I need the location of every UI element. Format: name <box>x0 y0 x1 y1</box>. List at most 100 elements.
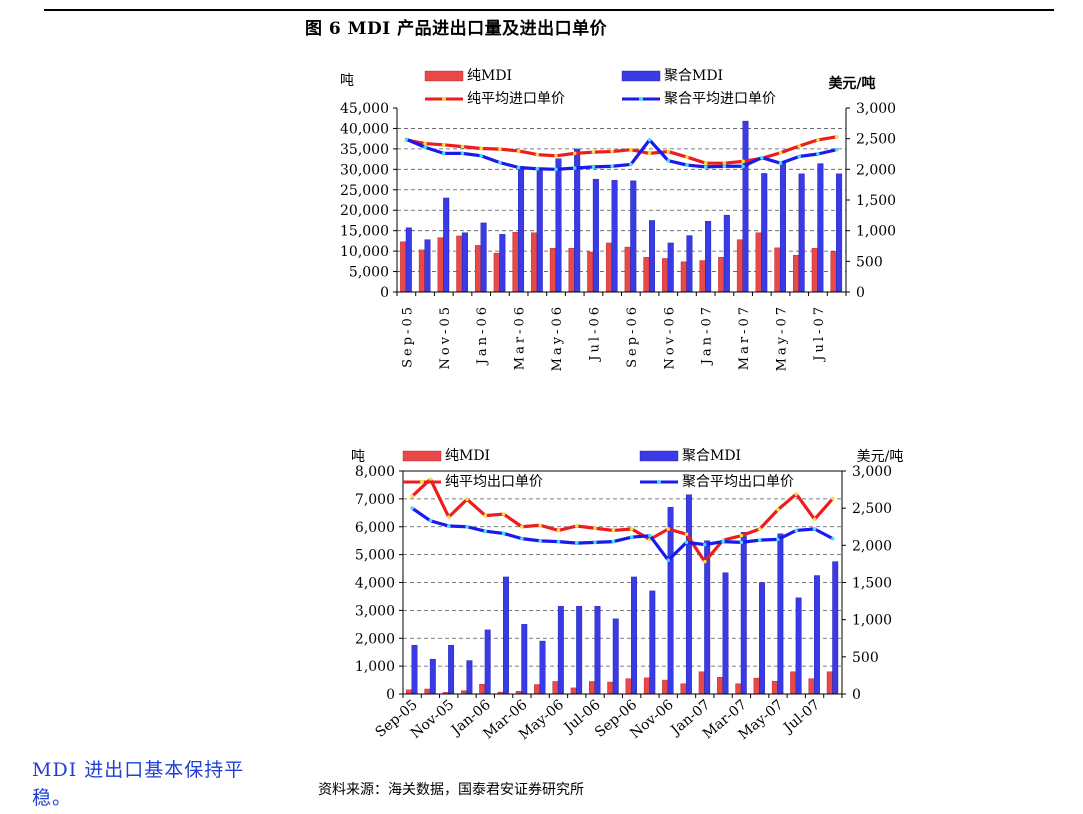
line-marker <box>498 160 502 165</box>
y2-tick-label: 3,000 <box>852 464 892 480</box>
line-marker <box>441 143 446 147</box>
bar-pure <box>662 679 669 695</box>
bar-polymeric <box>685 494 692 695</box>
y2-tick-label: 500 <box>852 650 879 666</box>
line-marker <box>834 135 839 139</box>
y-tick-label: 10,000 <box>340 244 389 260</box>
legend-swatch-bar <box>424 70 464 82</box>
line-marker <box>479 154 483 158</box>
bar-pure <box>534 684 541 695</box>
line-marker <box>666 158 671 163</box>
line-marker <box>760 155 764 160</box>
legend-label: 聚合MDI <box>682 448 741 464</box>
x-tick-label: Nov-05 <box>438 304 453 369</box>
y2-tick-label: 1,500 <box>856 193 896 209</box>
right-unit: 美元/吨 <box>857 449 904 465</box>
line-marker <box>703 161 708 165</box>
bar-polymeric <box>704 540 711 695</box>
line-marker <box>591 165 596 169</box>
line-polymeric-price <box>411 506 834 562</box>
line-marker <box>483 529 488 534</box>
y2-tick-label: 0 <box>856 285 865 301</box>
y-tick-label: 8,000 <box>355 464 395 480</box>
y-tick-label: 6,000 <box>355 520 395 536</box>
line-marker <box>554 167 558 172</box>
line-marker <box>722 164 727 169</box>
line-marker <box>410 506 414 510</box>
legend-swatch-bar <box>621 70 661 82</box>
x-tick-label: Nov-06 <box>662 304 677 369</box>
y-tick-label: 4,000 <box>355 576 395 592</box>
line-marker <box>797 144 802 148</box>
line-marker <box>794 492 799 496</box>
line-marker <box>648 533 652 538</box>
line-marker <box>666 149 671 154</box>
line-marker <box>479 146 483 151</box>
left-unit: 吨 <box>351 449 365 465</box>
bar-pure <box>808 678 815 695</box>
y-tick-label: 35,000 <box>340 142 389 158</box>
bar-pure <box>680 683 687 695</box>
legend-label: 纯MDI <box>467 68 512 84</box>
legend-label: 纯平均进口单价 <box>467 91 565 107</box>
bar-pure <box>424 688 431 695</box>
bar-polymeric <box>411 645 418 695</box>
y-tick-label: 20,000 <box>340 203 389 219</box>
bar-pure <box>479 684 486 695</box>
bar-pure <box>771 680 778 695</box>
bar-polymeric <box>466 660 473 695</box>
line-marker <box>520 536 524 541</box>
legend-swatch-marker <box>639 97 643 101</box>
line-marker <box>610 149 614 154</box>
line-marker <box>610 164 614 169</box>
bar-polymeric <box>795 597 802 695</box>
line-marker <box>812 517 817 522</box>
bar-polymeric <box>521 624 528 695</box>
line-marker <box>460 151 465 156</box>
x-tick-label: May-06 <box>550 304 565 371</box>
bar-polymeric <box>813 575 820 695</box>
y-tick-label: 3,000 <box>355 603 395 619</box>
line-marker <box>741 164 745 169</box>
bar-polymeric <box>484 629 491 695</box>
line-marker <box>757 527 762 531</box>
x-tick-label: Sep-06 <box>625 304 640 368</box>
legend-label: 聚合平均出口单价 <box>682 474 794 490</box>
y2-tick-label: 0 <box>852 687 861 703</box>
line-marker <box>516 165 521 170</box>
bar-polymeric <box>594 605 601 695</box>
y2-tick-label: 2,500 <box>856 132 896 148</box>
line-pure-price <box>411 477 835 564</box>
y-tick-label: 15,000 <box>340 224 389 240</box>
y-tick-label: 0 <box>386 687 395 703</box>
line-marker <box>647 138 652 142</box>
y2-tick-label: 1,500 <box>852 576 892 592</box>
bar-pure <box>717 677 723 695</box>
line-marker <box>739 540 744 545</box>
line-marker <box>666 527 671 531</box>
line-marker <box>722 161 727 165</box>
legend-swatch-marker <box>420 480 424 484</box>
y2-tick-label: 500 <box>856 254 883 270</box>
y-tick-label: 0 <box>380 285 389 301</box>
bar-polymeric <box>503 576 509 695</box>
line-marker <box>538 523 542 528</box>
y2-tick-label: 2,500 <box>852 501 892 517</box>
line-marker <box>629 162 633 167</box>
legend-swatch-bar <box>639 450 679 462</box>
bar-pure <box>826 671 833 695</box>
bar-polymeric <box>557 605 564 695</box>
line-marker <box>816 152 820 156</box>
line-marker <box>465 497 469 502</box>
bar-polymeric <box>631 576 637 695</box>
bar-polymeric <box>576 605 583 695</box>
line-marker <box>423 141 427 146</box>
line-marker <box>778 150 783 155</box>
line-marker <box>831 496 835 501</box>
bar-polymeric <box>612 618 619 695</box>
line-marker <box>629 535 634 539</box>
line-marker <box>812 527 817 531</box>
legend-swatch-bar <box>402 450 442 462</box>
x-tick-label: Jul-07 <box>812 304 827 363</box>
line-marker <box>831 536 835 541</box>
